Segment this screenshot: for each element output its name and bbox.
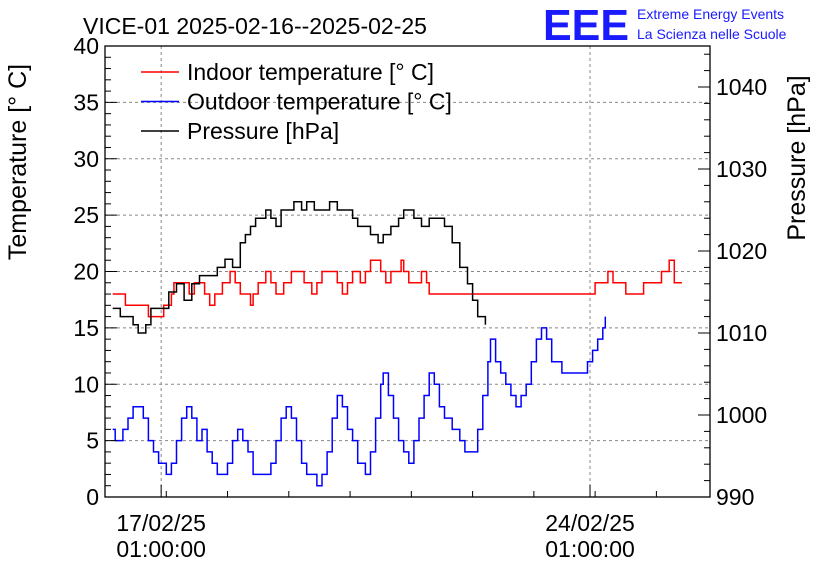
y-right-tick-label: 1020 [716, 238, 767, 264]
y-left-tick-label: 15 [73, 315, 99, 341]
eee-logo-line2: La Scienza nelle Scuole [637, 26, 787, 42]
series-group [112, 201, 682, 487]
legend-label-1: Indoor temperature [° C] [187, 59, 434, 85]
legend-label-3: Pressure [hPa] [187, 118, 339, 144]
y-right-tick-label: 990 [716, 484, 754, 510]
y-right-tick-label: 1000 [716, 402, 767, 428]
y-left-tick-label: 30 [73, 146, 99, 172]
y-left-tick-label: 35 [73, 89, 99, 115]
ticks: 0 5 10 15 20 25 30 35 40 990 1000 1010 1020 1030 1040 1… [73, 33, 767, 562]
legend-label-2: Outdoor temperature [° C] [187, 89, 452, 115]
legend: Indoor temperature [° C] Outdoor temperat… [141, 59, 452, 144]
series-line-3 [112, 201, 487, 334]
x-tick-label-time: 01:00:00 [545, 536, 635, 562]
y-right-tick-label: 1030 [716, 156, 767, 182]
eee-logo-mark: EEE [543, 1, 629, 50]
y-left-tick-label: 10 [73, 371, 99, 397]
y-left-tick-label: 5 [86, 428, 99, 454]
y-left-tick-label: 40 [73, 33, 99, 59]
x-tick-label-time: 01:00:00 [116, 536, 206, 562]
y-left-tick-label: 0 [86, 484, 99, 510]
y-right-axis-label: Pressure [hPa] [783, 75, 811, 240]
y-right-tick-label: 1040 [716, 74, 767, 100]
eee-logo: EEE Extreme Energy Events La Scienza nel… [543, 1, 787, 50]
series-line-2 [112, 316, 607, 487]
y-left-tick-label: 25 [73, 202, 99, 228]
eee-logo-line1: Extreme Energy Events [637, 6, 784, 22]
x-tick-label-date: 24/02/25 [545, 510, 635, 536]
y-left-tick-label: 20 [73, 259, 99, 285]
x-tick-label-date: 17/02/25 [116, 510, 206, 536]
y-right-tick-label: 1010 [716, 320, 767, 346]
series-line-1 [112, 259, 682, 318]
y-left-axis-label: Temperature [° C] [4, 64, 32, 260]
chart-title: VICE-01 2025-02-16--2025-02-25 [83, 13, 427, 39]
